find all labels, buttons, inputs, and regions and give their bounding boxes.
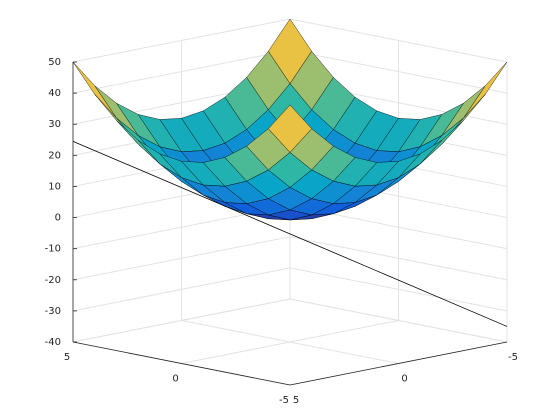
z-tick-label: -10 bbox=[45, 244, 61, 255]
surface-patch bbox=[441, 85, 486, 136]
y-tick-label: 0 bbox=[401, 374, 407, 385]
x-axis bbox=[72, 341, 291, 386]
y-axis bbox=[289, 341, 508, 386]
z-tick-label: 50 bbox=[48, 57, 61, 68]
x-tick-label: -5 bbox=[279, 395, 289, 406]
z-tick-label: 20 bbox=[48, 150, 61, 161]
z-tick-label: 30 bbox=[48, 119, 61, 130]
surface-patch bbox=[94, 85, 139, 136]
z-tick-label: -40 bbox=[45, 337, 61, 348]
surface-patch bbox=[463, 61, 508, 119]
z-tick-label: -20 bbox=[45, 275, 61, 286]
line bbox=[72, 140, 508, 327]
x-tick-label: 5 bbox=[64, 352, 70, 363]
grid-line bbox=[72, 298, 508, 343]
y-tick-label: 5 bbox=[293, 395, 299, 406]
z-tick-label: 40 bbox=[48, 88, 61, 99]
y-tick-label: -5 bbox=[508, 352, 518, 363]
surface-patch bbox=[72, 61, 117, 119]
x-tick-label: 0 bbox=[172, 374, 178, 385]
z-tick-label: -30 bbox=[45, 306, 61, 317]
surface-patch bbox=[267, 104, 313, 153]
z-tick-label: 0 bbox=[55, 213, 61, 224]
z-tick-label: 10 bbox=[48, 181, 61, 192]
